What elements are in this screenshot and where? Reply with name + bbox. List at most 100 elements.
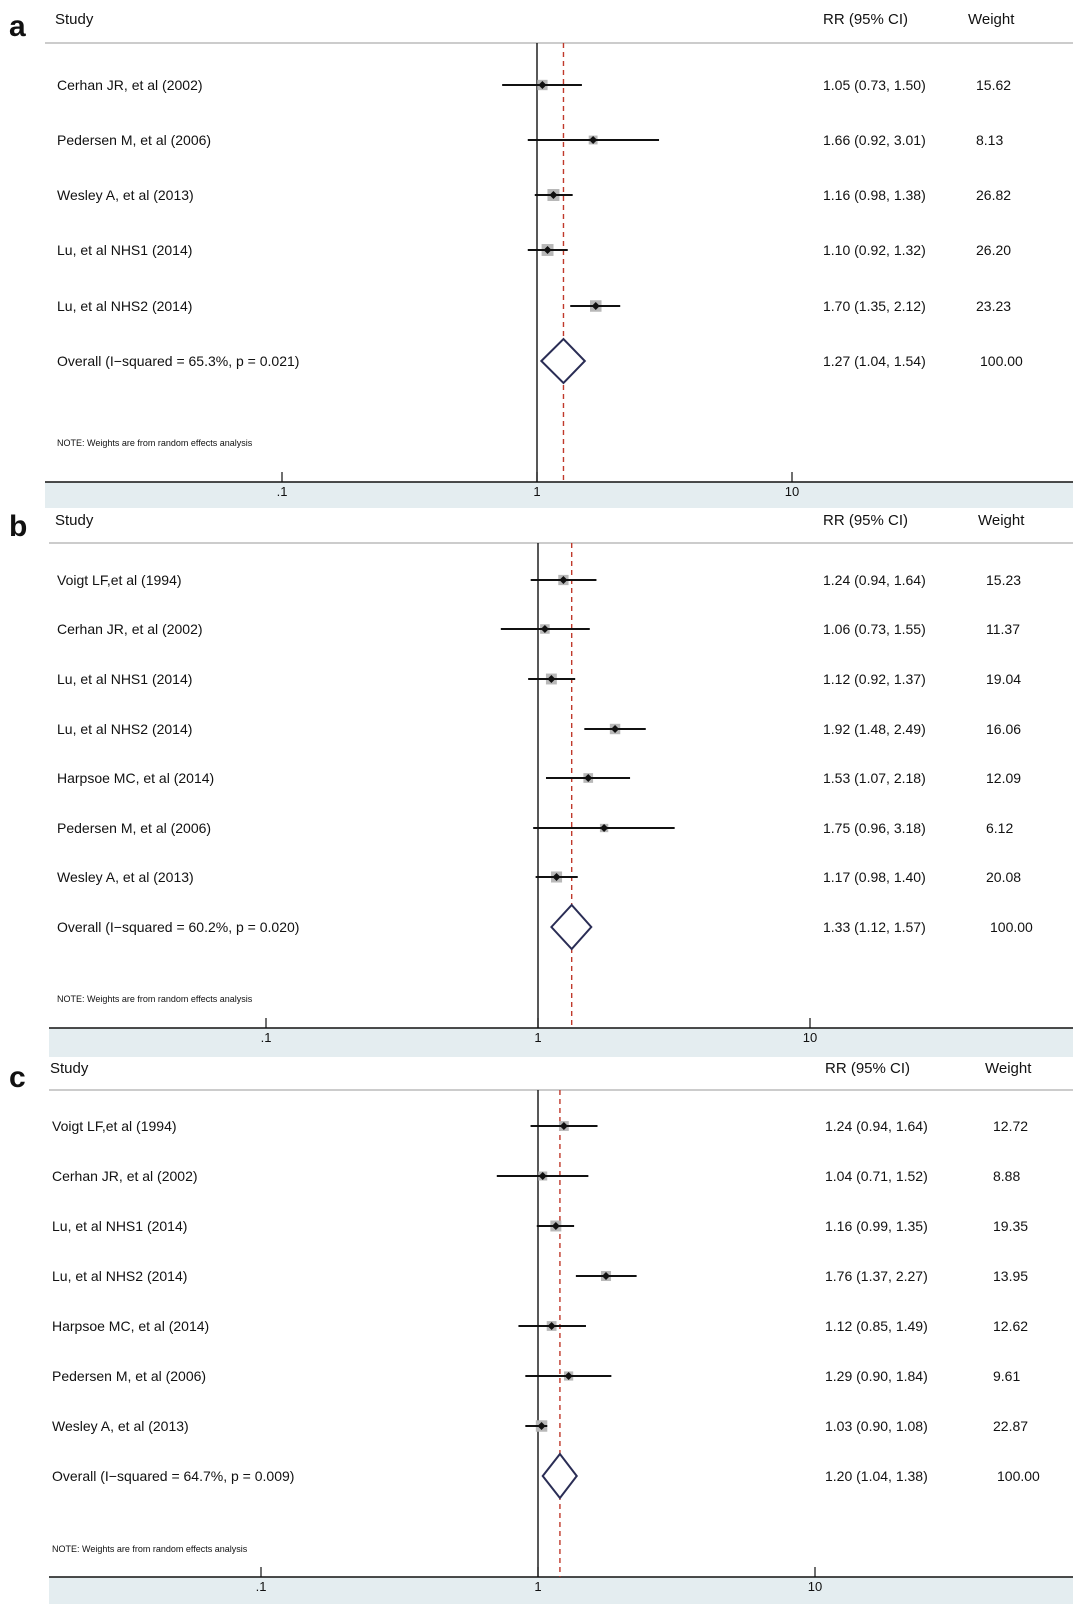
study-label: Pedersen M, et al (2006) bbox=[57, 132, 211, 148]
column-header-study: Study bbox=[55, 11, 94, 28]
point-estimate-marker bbox=[559, 576, 568, 584]
study-ci-text: 1.12 (0.85, 1.49) bbox=[825, 1318, 928, 1334]
study-label: Lu, et al NHS2 (2014) bbox=[52, 1268, 187, 1284]
study-weight-text: 19.35 bbox=[993, 1218, 1028, 1234]
panel-letter: c bbox=[9, 1061, 26, 1094]
point-estimate-marker bbox=[584, 774, 593, 782]
study-weight-text: 11.37 bbox=[986, 621, 1020, 637]
study-label: Lu, et al NHS1 (2014) bbox=[57, 242, 192, 258]
point-estimate-marker bbox=[551, 1222, 560, 1230]
overall-weight-text: 100.00 bbox=[990, 919, 1033, 935]
overall-ci-text: 1.33 (1.12, 1.57) bbox=[823, 919, 926, 935]
weights-note: NOTE: Weights are from random effects an… bbox=[57, 994, 253, 1004]
forest-panel-a: a Study RR (95% CI) Weight .1 1 10 Cerhan JR, e… bbox=[9, 10, 1073, 508]
study-label: Wesley A, et al (2013) bbox=[57, 869, 194, 885]
study-weight-text: 22.87 bbox=[993, 1418, 1028, 1434]
study-label: Pedersen M, et al (2006) bbox=[57, 820, 211, 836]
x-tick-label: .1 bbox=[256, 1579, 267, 1594]
point-estimate-marker bbox=[600, 824, 609, 832]
study-ci-text: 1.05 (0.73, 1.50) bbox=[823, 77, 926, 93]
forest-panel-c: c Study RR (95% CI) Weight .1 1 10 Voigt LF,et … bbox=[9, 1060, 1073, 1604]
overall-ci-text: 1.20 (1.04, 1.38) bbox=[825, 1468, 928, 1484]
weights-note: NOTE: Weights are from random effects an… bbox=[57, 438, 253, 448]
column-header-rr: RR (95% CI) bbox=[823, 11, 908, 28]
point-estimate-marker bbox=[611, 725, 620, 733]
study-weight-text: 26.20 bbox=[976, 242, 1011, 258]
column-header-rr: RR (95% CI) bbox=[823, 512, 908, 529]
study-label: Lu, et al NHS1 (2014) bbox=[52, 1218, 187, 1234]
study-ci-text: 1.17 (0.98, 1.40) bbox=[823, 869, 926, 885]
study-weight-text: 19.04 bbox=[986, 671, 1021, 687]
study-label: Voigt LF,et al (1994) bbox=[52, 1118, 177, 1134]
study-weight-text: 12.72 bbox=[993, 1118, 1028, 1134]
column-header-weight: Weight bbox=[968, 11, 1015, 28]
overall-label: Overall (I−squared = 60.2%, p = 0.020) bbox=[57, 919, 299, 935]
x-tick-label: 10 bbox=[785, 484, 799, 499]
overall-ci-text: 1.27 (1.04, 1.54) bbox=[823, 353, 926, 369]
study-ci-text: 1.53 (1.07, 2.18) bbox=[823, 770, 926, 786]
study-label: Cerhan JR, et al (2002) bbox=[57, 77, 203, 93]
study-weight-text: 9.61 bbox=[993, 1368, 1020, 1384]
study-label: Harpsoe MC, et al (2014) bbox=[52, 1318, 209, 1334]
study-weight-text: 15.23 bbox=[986, 572, 1021, 588]
study-ci-text: 1.16 (0.99, 1.35) bbox=[825, 1218, 928, 1234]
study-ci-text: 1.29 (0.90, 1.84) bbox=[825, 1368, 928, 1384]
overall-diamond bbox=[541, 1452, 579, 1500]
panel-letter: a bbox=[9, 10, 26, 43]
x-tick-label: 10 bbox=[808, 1579, 822, 1594]
point-estimate-marker bbox=[547, 675, 556, 683]
study-ci-text: 1.10 (0.92, 1.32) bbox=[823, 242, 926, 258]
study-label: Wesley A, et al (2013) bbox=[57, 187, 194, 203]
study-ci-text: 1.92 (1.48, 2.49) bbox=[823, 721, 926, 737]
forest-panel-b: b Study RR (95% CI) Weight .1 1 10 Voigt LF,et … bbox=[9, 510, 1073, 1057]
study-weight-text: 6.12 bbox=[986, 820, 1013, 836]
study-ci-text: 1.16 (0.98, 1.38) bbox=[823, 187, 926, 203]
study-label: Cerhan JR, et al (2002) bbox=[57, 621, 203, 637]
study-label: Cerhan JR, et al (2002) bbox=[52, 1168, 198, 1184]
study-label: Wesley A, et al (2013) bbox=[52, 1418, 189, 1434]
point-estimate-marker bbox=[547, 1322, 556, 1330]
study-weight-text: 20.08 bbox=[986, 869, 1021, 885]
study-ci-text: 1.70 (1.35, 2.12) bbox=[823, 298, 926, 314]
x-tick-label: .1 bbox=[277, 484, 288, 499]
study-weight-text: 8.13 bbox=[976, 132, 1003, 148]
point-estimate-marker bbox=[549, 191, 558, 199]
study-weight-text: 13.95 bbox=[993, 1268, 1028, 1284]
study-ci-text: 1.24 (0.94, 1.64) bbox=[825, 1118, 928, 1134]
study-label: Lu, et al NHS1 (2014) bbox=[57, 671, 192, 687]
x-tick-label: 1 bbox=[534, 1579, 541, 1594]
study-weight-text: 15.62 bbox=[976, 77, 1011, 93]
study-weight-text: 12.09 bbox=[986, 770, 1021, 786]
x-tick-label: .1 bbox=[261, 1030, 272, 1045]
study-ci-text: 1.76 (1.37, 2.27) bbox=[825, 1268, 928, 1284]
study-weight-text: 12.62 bbox=[993, 1318, 1028, 1334]
point-estimate-marker bbox=[564, 1372, 573, 1380]
point-estimate-marker bbox=[552, 873, 561, 881]
axis-strip bbox=[45, 482, 1073, 508]
overall-weight-text: 100.00 bbox=[997, 1468, 1040, 1484]
x-tick-label: 10 bbox=[803, 1030, 817, 1045]
study-ci-text: 1.06 (0.73, 1.55) bbox=[823, 621, 926, 637]
study-label: Lu, et al NHS2 (2014) bbox=[57, 298, 192, 314]
study-ci-text: 1.03 (0.90, 1.08) bbox=[825, 1418, 928, 1434]
overall-diamond bbox=[539, 337, 587, 385]
overall-label: Overall (I−squared = 64.7%, p = 0.009) bbox=[52, 1468, 294, 1484]
study-weight-text: 23.23 bbox=[976, 298, 1011, 314]
study-weight-text: 26.82 bbox=[976, 187, 1011, 203]
panel-letter: b bbox=[9, 510, 27, 543]
study-ci-text: 1.04 (0.71, 1.52) bbox=[825, 1168, 928, 1184]
column-header-rr: RR (95% CI) bbox=[825, 1060, 910, 1077]
study-label: Voigt LF,et al (1994) bbox=[57, 572, 182, 588]
point-estimate-marker bbox=[591, 302, 600, 310]
column-header-weight: Weight bbox=[978, 512, 1025, 529]
column-header-study: Study bbox=[55, 512, 94, 529]
study-weight-text: 16.06 bbox=[986, 721, 1021, 737]
point-estimate-marker bbox=[538, 81, 547, 89]
study-weight-text: 8.88 bbox=[993, 1168, 1020, 1184]
x-tick-label: 1 bbox=[534, 1030, 541, 1045]
overall-label: Overall (I−squared = 65.3%, p = 0.021) bbox=[57, 353, 299, 369]
study-ci-text: 1.24 (0.94, 1.64) bbox=[823, 572, 926, 588]
point-estimate-marker bbox=[540, 625, 549, 633]
overall-diamond bbox=[550, 903, 593, 951]
